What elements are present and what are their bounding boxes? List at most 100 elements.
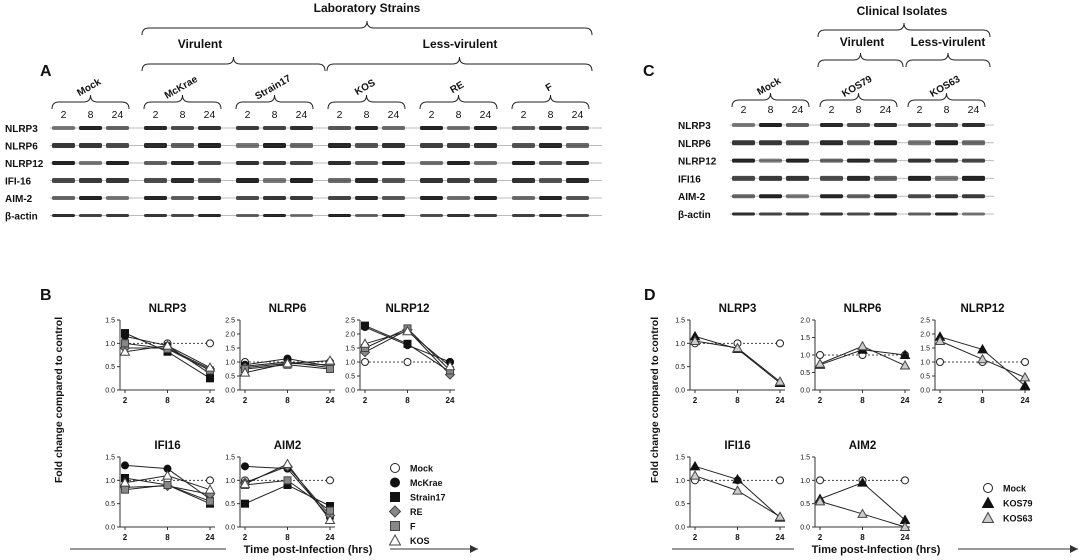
blot-band — [908, 140, 931, 146]
marker-Strain17 — [390, 492, 400, 502]
y-tick-label: 0.0 — [345, 388, 355, 395]
y-axis-title: Fold change compared to control — [53, 317, 65, 483]
row-label-β-actin: β-actin — [5, 212, 38, 223]
x-tick-label: 8 — [165, 396, 170, 405]
strain-brace — [327, 94, 406, 110]
blot-band — [820, 158, 843, 163]
y-tick-label: 2.5 — [345, 318, 355, 325]
y-tick-label: 1.0 — [225, 478, 235, 485]
blot-band — [820, 175, 843, 181]
timepoint-label: 24 — [792, 104, 804, 116]
timepoint-label: 8 — [456, 109, 462, 121]
blot-band — [539, 214, 562, 217]
blot-band — [539, 126, 562, 130]
chart-title-IFI16: IFI16 — [154, 440, 180, 452]
y-tick-label: 1.0 — [345, 360, 355, 367]
blot-band — [447, 178, 470, 183]
strain-brace — [907, 92, 986, 108]
timepoint-label: 24 — [204, 109, 216, 121]
x-tick-label: 8 — [980, 396, 985, 405]
chart-D-AIM2: AIM2 0.0 0.5 1.0 1.5 2 8 24 — [800, 440, 911, 542]
blot-band — [52, 143, 75, 148]
blot-band — [79, 196, 102, 200]
blot-band — [935, 212, 958, 216]
marker-Mock — [206, 339, 214, 348]
timepoint-label: 2 — [61, 109, 67, 121]
group-brace — [817, 22, 991, 38]
marker-KOS — [402, 325, 413, 336]
blot-band — [355, 126, 378, 130]
blot-band — [290, 143, 313, 148]
marker-Mock — [403, 358, 412, 366]
x-tick-label: 2 — [818, 396, 823, 405]
blot-band — [908, 158, 931, 163]
strain-label-F: F — [544, 82, 555, 95]
strain-label-McKrae: McKrae — [163, 74, 200, 102]
chart-B-NLRP3: NLRP3 0.0 0.5 1.0 1.5 2 8 24 — [105, 303, 216, 405]
x-tick-label: 2 — [363, 396, 368, 405]
timepoint-label: 8 — [364, 109, 370, 121]
marker-KOS63 — [689, 335, 701, 345]
blot-band — [874, 194, 897, 199]
less-virulent-brace — [905, 52, 991, 68]
marker-Mock — [361, 358, 369, 366]
marker-Mock — [816, 351, 824, 359]
y-tick-label: 0.5 — [920, 374, 930, 381]
strain-label-KOS: KOS — [353, 77, 378, 98]
blot-band — [106, 178, 129, 183]
row-label-NLRP3: NLRP3 — [678, 121, 711, 132]
marker-F — [326, 506, 334, 515]
marker-Strain17 — [361, 321, 369, 330]
chart-title-NLRP3: NLRP3 — [719, 303, 757, 315]
y-tick-label: 1.5 — [105, 318, 115, 325]
row-label-β-actin: β-actin — [678, 210, 711, 221]
strain-label-KOS63: KOS63 — [928, 74, 962, 100]
legend-label-Mock: Mock — [1003, 484, 1027, 494]
x-axis-title: Time post-Infection (hrs) — [812, 544, 941, 556]
blot-band — [962, 123, 985, 127]
blot-band — [759, 212, 782, 216]
marker-KOS — [204, 484, 216, 494]
marker-Mock — [936, 358, 944, 366]
blot-band — [474, 214, 497, 217]
timepoint-label: 24 — [880, 104, 892, 116]
x-tick-label: 2 — [123, 396, 128, 405]
y-tick-label: 1.0 — [225, 360, 235, 367]
x-tick-label: 2 — [693, 533, 698, 542]
blot-band — [759, 140, 782, 146]
marker-KOS63 — [857, 340, 868, 351]
blot-band — [144, 161, 167, 165]
blot-band — [962, 194, 985, 199]
x-tick-label: 24 — [206, 533, 215, 542]
marker-RE — [388, 505, 402, 518]
x-tick-label: 8 — [860, 396, 865, 405]
chart-title-IFI16: IFI16 — [724, 440, 750, 452]
chart-title-AIM2: AIM2 — [849, 440, 876, 452]
blot-band — [328, 178, 351, 183]
strain-label-Mock: Mock — [755, 75, 783, 98]
blot-band — [79, 161, 102, 165]
y-tick-label: 2.0 — [800, 318, 810, 325]
x-tick-label: 8 — [285, 533, 290, 542]
marker-KOS — [239, 478, 251, 489]
blot-band — [566, 126, 589, 130]
blot-band — [962, 158, 985, 163]
blot-band — [171, 214, 194, 217]
legend-label-F: F — [410, 522, 416, 532]
y-tick-label: 1.0 — [800, 478, 810, 485]
blot-band — [236, 178, 259, 183]
blot-band — [106, 196, 129, 200]
y-tick-label: 0.5 — [105, 364, 115, 371]
row-label-IFI-16: IFI-16 — [5, 177, 32, 188]
blot-band — [198, 143, 221, 148]
marker-KOS63 — [899, 359, 911, 370]
timepoint-label: 2 — [521, 109, 527, 121]
blot-band — [79, 126, 102, 130]
blot-band — [382, 161, 405, 165]
strain-brace — [511, 94, 590, 110]
y-tick-label: 0.5 — [675, 364, 685, 371]
marker-Mock — [390, 463, 400, 473]
x-tick-label: 2 — [123, 533, 128, 542]
marker-KOS63 — [857, 508, 868, 518]
blot-band — [79, 178, 102, 183]
